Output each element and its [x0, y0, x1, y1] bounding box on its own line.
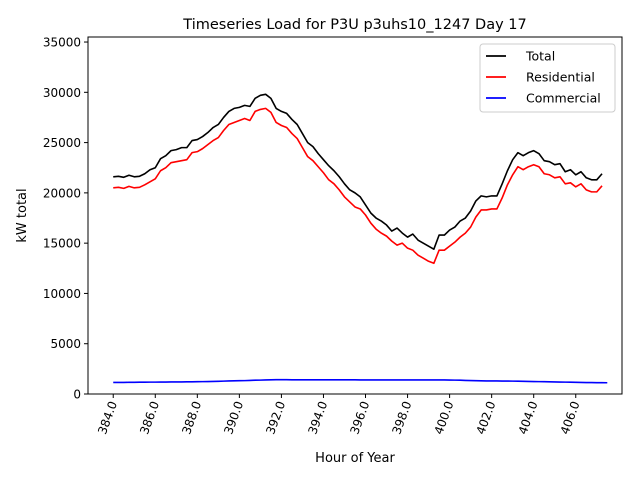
plot-lines	[113, 93, 608, 384]
legend-label-residential: Residential	[526, 70, 595, 85]
legend: Total Residential Commercial	[479, 43, 616, 113]
y-axis-label: kW total	[15, 188, 30, 242]
y-tick-label: 25000	[43, 136, 81, 150]
y-axis-ticks: 0 5000 10000 15000 20000 25000 30000 35000	[43, 36, 88, 402]
legend-box	[479, 43, 616, 113]
y-tick-label: 10000	[43, 287, 81, 301]
y-tick-label: 35000	[43, 36, 81, 50]
chart-title: Timeseries Load for P3U p3uhs10_1247 Day…	[182, 17, 526, 33]
plot-frame	[87, 36, 623, 395]
series-line-residential	[113, 107, 603, 265]
series-line-commercial	[113, 378, 608, 384]
y-tick-label: 20000	[43, 186, 81, 200]
y-tick-label: 0	[73, 388, 81, 402]
y-tick-label: 30000	[43, 86, 81, 100]
legend-label-total: Total	[525, 49, 555, 64]
legend-label-commercial: Commercial	[526, 91, 601, 106]
y-tick-label: 15000	[43, 237, 81, 251]
x-axis-label: Hour of Year	[315, 451, 395, 466]
series-line-total	[113, 93, 603, 250]
y-tick-label: 5000	[50, 337, 81, 351]
